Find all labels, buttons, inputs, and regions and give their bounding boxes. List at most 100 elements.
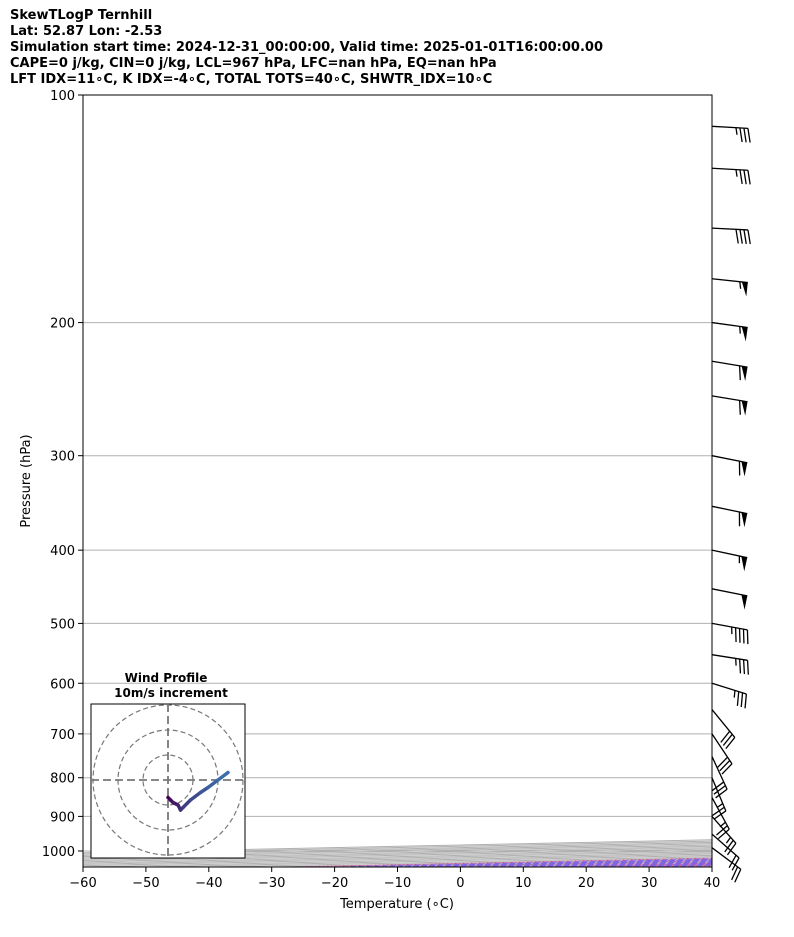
dry-adiabat [740, 95, 794, 867]
wind-barb-staff [711, 622, 748, 631]
moist-adiabat [397, 859, 712, 867]
mixing-ratio-line [598, 864, 712, 867]
wind-barb-full [726, 842, 737, 856]
title-line-indices: LFT IDX=11∘C, K IDX=-4∘C, TOTAL TOTS=40∘… [10, 72, 493, 87]
wind-barb-half [739, 281, 742, 289]
wind-barb [711, 588, 748, 610]
x-tick-label: −30 [258, 876, 285, 891]
wind-barb-flag [741, 366, 748, 381]
wind-barb [711, 395, 748, 416]
wind-barb-flag [741, 512, 748, 528]
dry-adiabat [420, 860, 712, 867]
y-axis-label: Pressure (hPa) [19, 434, 34, 527]
moist-adiabat [460, 861, 712, 867]
wind-barb-full [747, 170, 751, 185]
wind-barb-full [719, 760, 731, 772]
wind-barb-full [721, 763, 733, 775]
wind-barb-full [743, 128, 747, 143]
wind-barb-full [739, 127, 743, 143]
wind-barb-full [717, 828, 730, 840]
x-tick-label: 0 [456, 876, 464, 891]
moist-adiabat [334, 858, 712, 867]
dry-adiabat [484, 861, 712, 867]
wind-barb [711, 833, 740, 871]
wind-barb [711, 682, 748, 709]
wind-barb-staff [711, 733, 733, 765]
x-tick-label: 30 [641, 876, 658, 891]
wind-barb [711, 505, 748, 528]
wind-barb [711, 797, 730, 840]
wind-barb-full [746, 660, 749, 675]
wind-barb-full [736, 691, 740, 706]
wind-barb [711, 733, 733, 775]
wind-barb-full [747, 128, 751, 143]
y-tick-label: 900 [50, 810, 75, 825]
wind-barb-staff [711, 125, 748, 130]
wind-barb-half [739, 326, 741, 334]
moist-adiabat [523, 862, 712, 867]
title-line-cape: CAPE=0 j/kg, CIN=0 j/kg, LCL=967 hPa, LF… [10, 56, 497, 71]
wind-barb-staff [711, 797, 730, 830]
wind-barb-half [719, 821, 726, 828]
wind-barb-staff [711, 321, 748, 329]
title-line-times: Simulation start time: 2024-12-31_00:00:… [10, 40, 603, 55]
wind-barb-full [734, 869, 742, 883]
wind-barb-staff [711, 227, 748, 231]
hodograph-subtitle: 10m/s increment [114, 686, 228, 700]
wind-barb-full [740, 692, 744, 708]
wind-barb-staff [711, 360, 748, 368]
wind-barb-full [743, 169, 747, 185]
y-tick-label: 300 [50, 450, 75, 465]
wind-barb-full [742, 659, 746, 675]
isotherm-line [649, 865, 712, 867]
wind-barb-half [735, 169, 738, 177]
wind-barb-full [731, 866, 739, 881]
wind-barb-full [728, 854, 737, 869]
isotherm-line [334, 858, 712, 867]
moist-adiabat [554, 863, 712, 867]
wind-barb-half [735, 127, 738, 135]
title-line-station: SkewTLogP Ternhill [10, 8, 153, 23]
x-tick-label: −20 [321, 876, 348, 891]
dry-adiabats [293, 95, 794, 867]
wind-barb [711, 777, 727, 820]
wind-barb-flag [741, 461, 748, 477]
wind-barb [711, 815, 737, 856]
wind-barb-full [711, 781, 725, 792]
hodograph-title: Wind Profile [125, 671, 208, 685]
isotherm-line [271, 857, 712, 867]
isotherm-line [523, 862, 712, 867]
moist-adiabat [617, 864, 712, 867]
wind-barb-full [744, 693, 748, 709]
wind-barb-staff [711, 682, 747, 695]
dry-adiabat [356, 858, 712, 867]
wind-barb-staff [711, 815, 737, 844]
wind-barb [711, 125, 751, 143]
y-tick-label: 400 [50, 544, 75, 559]
axes: −60 −50 −40 −30 −20 −10 0 10 20 30 40 1000 900 800 700… [42, 89, 720, 891]
wind-barb-full [722, 733, 733, 746]
moist-adiabat [586, 863, 712, 867]
wind-barb-full [731, 857, 740, 871]
y-tick-label: 1000 [42, 845, 75, 860]
y-tick-label: 700 [50, 728, 75, 743]
x-tick-label: −10 [384, 876, 411, 891]
dry-adiabat [675, 865, 712, 867]
wind-barb-full [725, 737, 736, 750]
isotherm-line [586, 863, 712, 867]
moist-adiabats [334, 858, 712, 867]
hodograph-inset: Wind Profile 10m/s increment [90, 671, 246, 859]
wind-barb-full [739, 169, 743, 185]
wind-barb-half [725, 836, 732, 844]
wind-barb-full [747, 229, 751, 245]
wind-barb [711, 549, 748, 572]
wind-barb-full [720, 730, 731, 743]
dry-adiabat [293, 857, 712, 867]
wind-barbs [711, 125, 751, 883]
moist-adiabat [428, 860, 712, 867]
x-tick-label: −60 [69, 876, 96, 891]
wind-barb-full [739, 229, 743, 244]
wind-barb [711, 455, 748, 477]
y-tick-label: 200 [50, 317, 75, 332]
wind-barb-full [716, 825, 728, 836]
